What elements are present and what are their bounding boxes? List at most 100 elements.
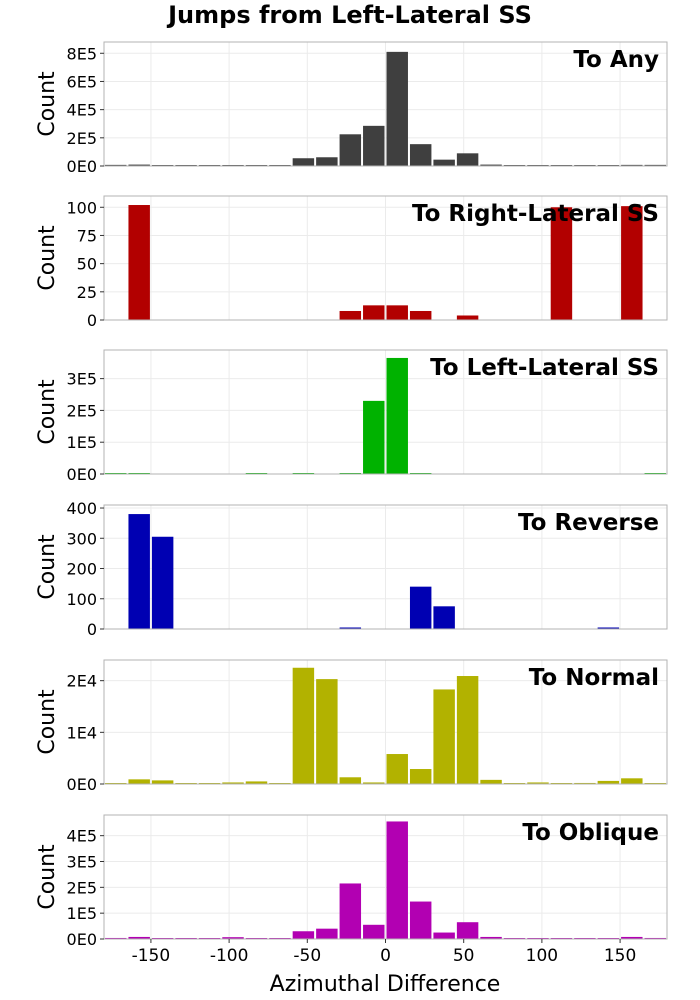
bar (644, 937, 666, 939)
y-tick-label: 0 (87, 620, 97, 639)
bar (339, 310, 362, 320)
bar (222, 937, 244, 939)
panel-5: 0E0 1E4 2E4 To Normal Count (35, 659, 668, 794)
panel-title: To Any (573, 47, 659, 73)
panel-4: 0 100 200 300 400 To Reverse Count (35, 499, 668, 639)
panel-frame (103, 349, 668, 475)
panel-3: 0E0 1E5 2E5 3E5 To Left-Lateral SS Count (35, 349, 668, 484)
y-tick-label: 50 (77, 255, 97, 274)
bar (292, 158, 315, 166)
y-tick-label: 1E5 (67, 433, 97, 452)
bar (527, 782, 549, 784)
x-axis-label: Azimuthal Difference (270, 972, 501, 997)
y-tick-label: 2E5 (67, 129, 97, 148)
bar (363, 400, 385, 474)
figure-title: Jumps from Left-Lateral SS (166, 1, 532, 29)
bar (456, 922, 479, 939)
panel-title: To Reverse (518, 510, 659, 536)
bar (597, 627, 620, 629)
x-tick-label: -100 (210, 946, 249, 966)
bar (222, 782, 244, 784)
panel-title: To Right-Lateral SS (412, 201, 659, 227)
bar (433, 932, 455, 939)
bar (339, 777, 362, 784)
bar (621, 778, 643, 784)
panel-frame (103, 504, 668, 630)
bar (316, 679, 338, 784)
x-tick-label: 0 (380, 946, 391, 966)
bar (409, 310, 432, 320)
y-tick-label: 3E5 (67, 370, 97, 389)
y-tick-label: 0 (87, 311, 97, 330)
y-axis-label: Count (35, 71, 60, 137)
bar (128, 514, 150, 629)
y-tick-label: 2E5 (67, 401, 97, 420)
x-axis: -150 -100 -50 0 50 100 150 (132, 939, 636, 966)
bar (316, 928, 338, 939)
y-axis-label: Count (35, 689, 60, 755)
panel-1: 0E0 2E5 4E5 6E5 8E5 To Any Count (35, 41, 668, 176)
bar (433, 689, 455, 784)
y-tick-label: 300 (66, 529, 97, 548)
y-axis-label: Count (35, 844, 60, 910)
y-axis-label: Count (35, 225, 60, 291)
bar (316, 157, 338, 166)
y-tick-label: 75 (77, 226, 97, 245)
y-tick-label: 200 (66, 560, 97, 579)
bar (128, 205, 150, 320)
x-tick-label: 50 (453, 946, 475, 966)
bar (363, 782, 385, 784)
x-tick-label: 100 (526, 946, 558, 966)
bar (339, 134, 362, 166)
panels: 0E0 2E5 4E5 6E5 8E5 To Any Count 0 25 50 75 100 To R… (35, 41, 668, 949)
bar (386, 51, 408, 167)
panel-frame (103, 659, 668, 785)
bar (363, 924, 385, 939)
panel-frame (103, 195, 668, 321)
y-tick-label: 100 (66, 590, 97, 609)
y-tick-label: 100 (66, 198, 97, 217)
bar (456, 315, 479, 320)
bar (433, 159, 455, 166)
bar (363, 305, 385, 320)
bar (409, 586, 432, 629)
bar (409, 144, 432, 166)
x-tick-label: -50 (293, 946, 321, 966)
y-tick-label: 25 (77, 283, 97, 302)
bar (597, 780, 620, 784)
x-tick-label: -150 (132, 946, 171, 966)
y-tick-label: 4E5 (67, 101, 97, 120)
x-tick-label: 150 (604, 946, 636, 966)
bar (292, 931, 315, 939)
panel-title: To Oblique (522, 820, 659, 846)
y-axis-label: Count (35, 379, 60, 445)
y-tick-label: 0E0 (67, 775, 97, 794)
panel-frame (103, 41, 668, 167)
bar (128, 164, 150, 166)
y-tick-label: 1E4 (67, 723, 97, 742)
bar (621, 936, 643, 939)
bar (386, 821, 408, 939)
bar (363, 125, 385, 166)
y-tick-label: 0E0 (67, 930, 97, 949)
bar (151, 780, 174, 784)
bar (480, 164, 502, 166)
y-tick-label: 0E0 (67, 157, 97, 176)
bar (480, 936, 502, 939)
bar (456, 153, 479, 166)
bar (386, 754, 408, 784)
y-tick-label: 2E5 (67, 878, 97, 897)
panel-2: 0 25 50 75 100 To Right-Lateral SS Count (35, 195, 668, 330)
bar (409, 769, 432, 784)
y-tick-label: 3E5 (67, 853, 97, 872)
bar (105, 164, 127, 166)
bar (292, 667, 315, 784)
bar (550, 207, 573, 320)
bar (480, 779, 502, 784)
panel-6: 0E0 1E5 2E5 3E5 4E5 To Oblique Count (35, 814, 668, 949)
bar (386, 305, 408, 320)
bar (339, 883, 362, 939)
y-tick-label: 1E5 (67, 904, 97, 923)
bar (456, 676, 479, 784)
